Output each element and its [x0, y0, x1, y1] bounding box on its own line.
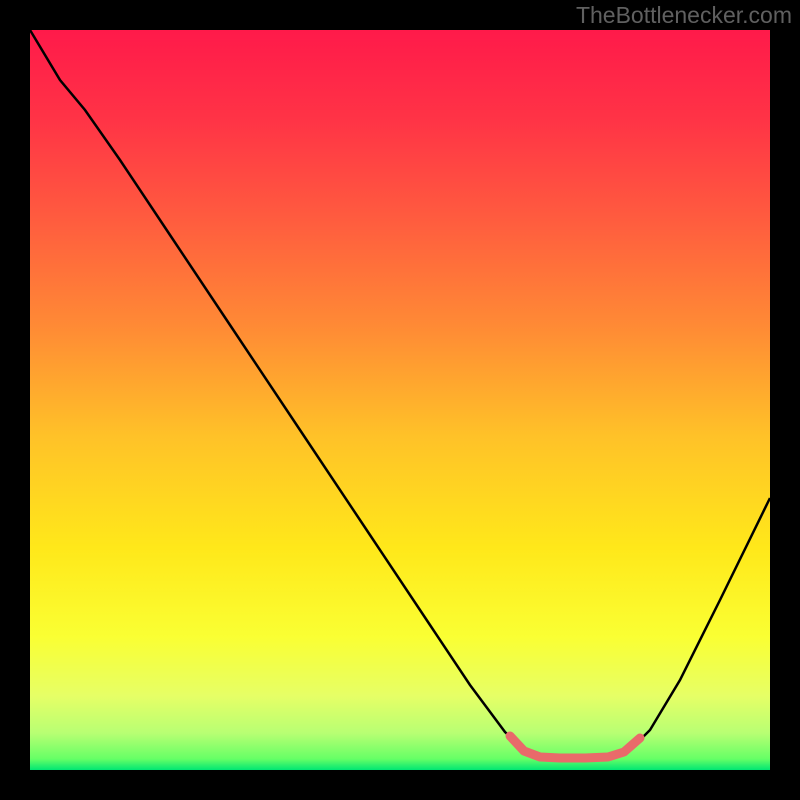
- plot-area: [30, 30, 770, 770]
- watermark-text: TheBottlenecker.com: [576, 2, 792, 29]
- bottleneck-chart: [0, 0, 800, 800]
